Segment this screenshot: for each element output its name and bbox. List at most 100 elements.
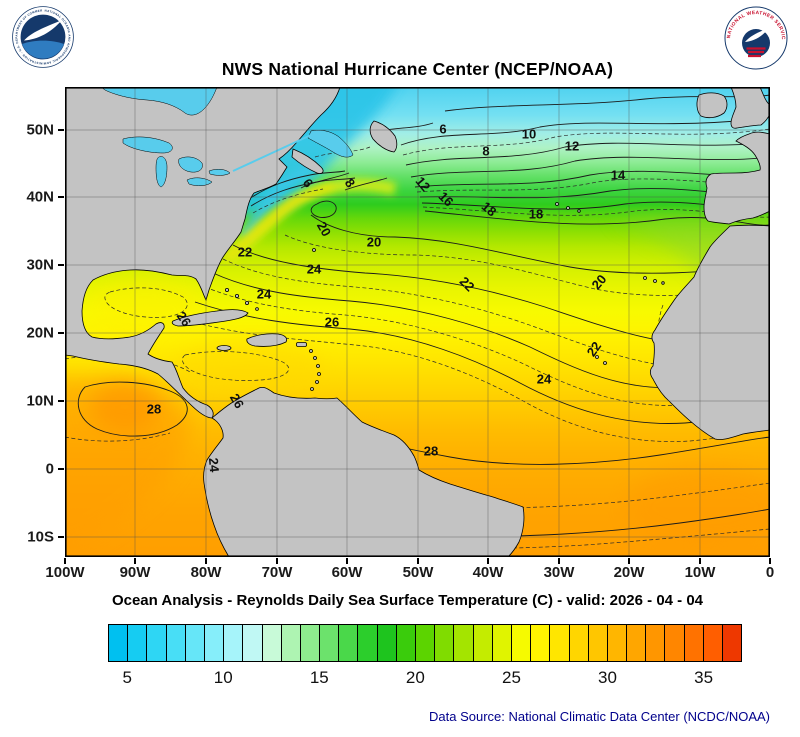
colorbar-cell [128,625,148,661]
hudson-bay [100,87,218,116]
lon-tick-mark [699,558,701,564]
lon-tick-mark [769,558,771,564]
lat-tick-label: 10N [26,392,54,410]
lat-tick-label: 20N [26,324,54,342]
lat-tick-label: 10S [27,528,54,546]
lon-tick-mark [205,558,207,564]
colorbar-cell [435,625,455,661]
colorbar-cell [396,625,416,661]
colorbar-tick-label: 30 [598,668,617,687]
colorbar-cell [262,625,282,661]
lat-tick-mark [58,468,64,470]
lat-tick-label: 0 [45,460,54,478]
land-azores [555,202,581,213]
land-cuba [171,309,249,327]
lat-tick-mark [58,536,64,538]
latitude-axis: 50N 40N 30N 20N 10N 0 10S [0,87,58,557]
lon-tick-label: 10W [684,564,716,581]
colorbar-cell [531,625,551,661]
lake-huron [178,156,203,173]
colorbar-cell [243,625,263,661]
lake-ontario [208,169,231,176]
colorbar-cell [646,625,666,661]
colorbar-cell [473,625,493,661]
lake-michigan [155,156,168,188]
land-africa [649,224,770,440]
lon-tick-label: 60W [331,564,363,581]
land-iberia-france [703,131,770,225]
colorbar-cell [300,625,321,661]
colorbar-cell [358,625,378,661]
colorbar-cell [492,625,512,661]
colorbar-cell [185,625,205,661]
lon-tick-label: 80W [190,564,222,581]
noaa-logo: NATIONAL OCEANIC AND ATMOSPHERIC ADMINIS… [11,3,74,68]
lon-tick-mark [346,558,348,564]
lon-tick-mark [628,558,630,564]
colorbar-cell [723,625,742,661]
colorbar-cell [607,625,628,661]
colorbar-cell [224,625,244,661]
lat-tick-mark [58,129,64,131]
lon-tick-mark [487,558,489,564]
nws-seal-icon: NATIONAL WEATHER SERVICE [722,2,788,70]
land-jamaica [216,345,232,351]
land-cape-verde [595,355,607,365]
noaa-seal-icon: NATIONAL OCEANIC AND ATMOSPHERIC ADMINIS… [11,3,74,68]
land-puerto-rico [296,342,307,347]
colorbar-tick-label: 20 [405,668,425,687]
lon-tick-label: 100W [45,564,85,581]
land-bermuda [312,248,316,252]
colorbar-cell [665,625,685,661]
colorbar-cell [166,625,186,661]
land-bahamas [224,287,259,311]
lon-tick-label: 30W [543,564,575,581]
colorbar-cell [454,625,474,661]
sst-map-canvas [65,87,770,557]
lat-tick-label: 30N [26,256,54,274]
longitude-axis: 100W 90W 80W 70W 60W 50W 40W 30W 20W 10W 0 [45,560,774,584]
lon-tick-label: 90W [119,564,151,581]
map-caption: Ocean Analysis - Reynolds Daily Sea Surf… [111,592,704,609]
colorbar-tick-label: 15 [309,668,329,687]
colorbar-cell [281,625,301,661]
colorbar-tick-label: 10 [213,668,233,687]
st-lawrence-river [232,134,312,172]
lat-tick-mark [58,264,64,266]
land-nova-scotia [291,148,324,174]
land-south-america [203,386,525,557]
sst-map: 6 10 8 12 14 6 8 12 16 18 18 20 20 22 24 20 22 24 26 26 22 24… [65,87,770,557]
data-source: Data Source: National Climatic Data Cent… [429,709,770,724]
lon-tick-mark [64,558,66,564]
lon-tick-mark [276,558,278,564]
colorbar-cell [147,625,167,661]
colorbar-cell [511,625,532,661]
grid-lines [65,87,770,557]
lon-tick-mark [417,558,419,564]
colorbar-cell [204,625,225,661]
lat-tick-label: 40N [26,188,54,206]
colorbar-cell [339,625,359,661]
lon-tick-mark [558,558,560,564]
lat-tick-mark [58,400,64,402]
colorbar-tick-label: 25 [502,668,521,687]
colorbar-cell [320,625,340,661]
nws-logo: NATIONAL WEATHER SERVICE [722,2,788,70]
colorbar-ticks: 5 10 15 20 25 30 35 [108,666,742,692]
lon-tick-mark [134,558,136,564]
colorbar-cell [377,625,397,661]
lon-tick-label: 70W [261,564,293,581]
page-title: NWS National Hurricane Center (NCEP/NOAA… [221,59,614,79]
lon-tick-label: 0 [765,564,775,581]
lat-tick-label: 50N [26,121,54,139]
gulf-of-st-lawrence [307,130,354,158]
colorbar-cell [109,625,129,661]
colorbar-tick-label: 35 [694,668,714,687]
colorbar-cell [684,625,704,661]
sst-colorbar [108,624,742,662]
land-layer [65,87,770,557]
lon-tick-label: 50W [402,564,434,581]
land-canary-islands [643,276,665,285]
lon-tick-label: 20W [613,564,645,581]
lat-tick-mark [58,196,64,198]
